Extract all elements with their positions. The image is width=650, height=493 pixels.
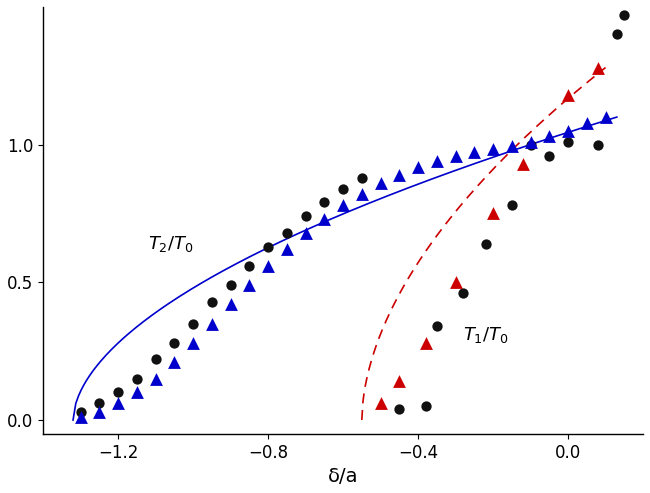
Point	[281, 246, 292, 253]
Point	[319, 215, 330, 223]
Point	[544, 133, 554, 141]
Point	[375, 399, 385, 407]
Point	[150, 355, 161, 363]
Text: $T_1/T_0$: $T_1/T_0$	[463, 325, 509, 345]
Point	[338, 201, 348, 209]
Point	[619, 11, 629, 19]
Point	[75, 413, 86, 421]
Point	[188, 319, 198, 327]
Point	[226, 300, 236, 308]
X-axis label: δ/a: δ/a	[328, 467, 358, 486]
Point	[338, 185, 348, 193]
Point	[207, 298, 217, 306]
Point	[593, 141, 603, 148]
Point	[244, 281, 255, 289]
Point	[394, 378, 404, 386]
Point	[450, 152, 461, 160]
Point	[113, 399, 124, 407]
Point	[506, 142, 517, 150]
Point	[506, 201, 517, 209]
Point	[263, 262, 273, 270]
Point	[207, 319, 217, 327]
Point	[421, 339, 431, 347]
Point	[458, 289, 468, 297]
Point	[544, 152, 554, 160]
Point	[263, 243, 273, 250]
Point	[525, 141, 536, 148]
Point	[357, 174, 367, 181]
Point	[150, 375, 161, 383]
Point	[480, 240, 491, 247]
Point	[113, 388, 124, 396]
Point	[319, 199, 330, 207]
Point	[75, 408, 86, 416]
Point	[582, 119, 592, 127]
Point	[300, 229, 311, 237]
Point	[563, 127, 573, 135]
Point	[612, 31, 622, 38]
Point	[601, 113, 611, 121]
Point	[244, 262, 255, 270]
Point	[593, 64, 603, 71]
Point	[488, 145, 499, 153]
Point	[169, 339, 179, 347]
Point	[563, 91, 573, 99]
Point	[94, 399, 105, 407]
Point	[131, 388, 142, 396]
Point	[518, 160, 528, 168]
Point	[394, 171, 404, 179]
Point	[450, 279, 461, 286]
Point	[300, 212, 311, 220]
Point	[488, 210, 499, 217]
Point	[432, 157, 442, 165]
Point	[394, 405, 404, 413]
Point	[357, 190, 367, 198]
Point	[421, 402, 431, 410]
Point	[226, 281, 236, 289]
Point	[169, 358, 179, 366]
Point	[432, 322, 442, 330]
Point	[131, 375, 142, 383]
Point	[188, 339, 198, 347]
Point	[281, 229, 292, 237]
Point	[563, 138, 573, 146]
Text: $T_2/T_0$: $T_2/T_0$	[148, 234, 194, 254]
Point	[413, 163, 423, 171]
Point	[469, 147, 480, 155]
Point	[525, 138, 536, 146]
Point	[375, 179, 385, 187]
Point	[94, 408, 105, 416]
